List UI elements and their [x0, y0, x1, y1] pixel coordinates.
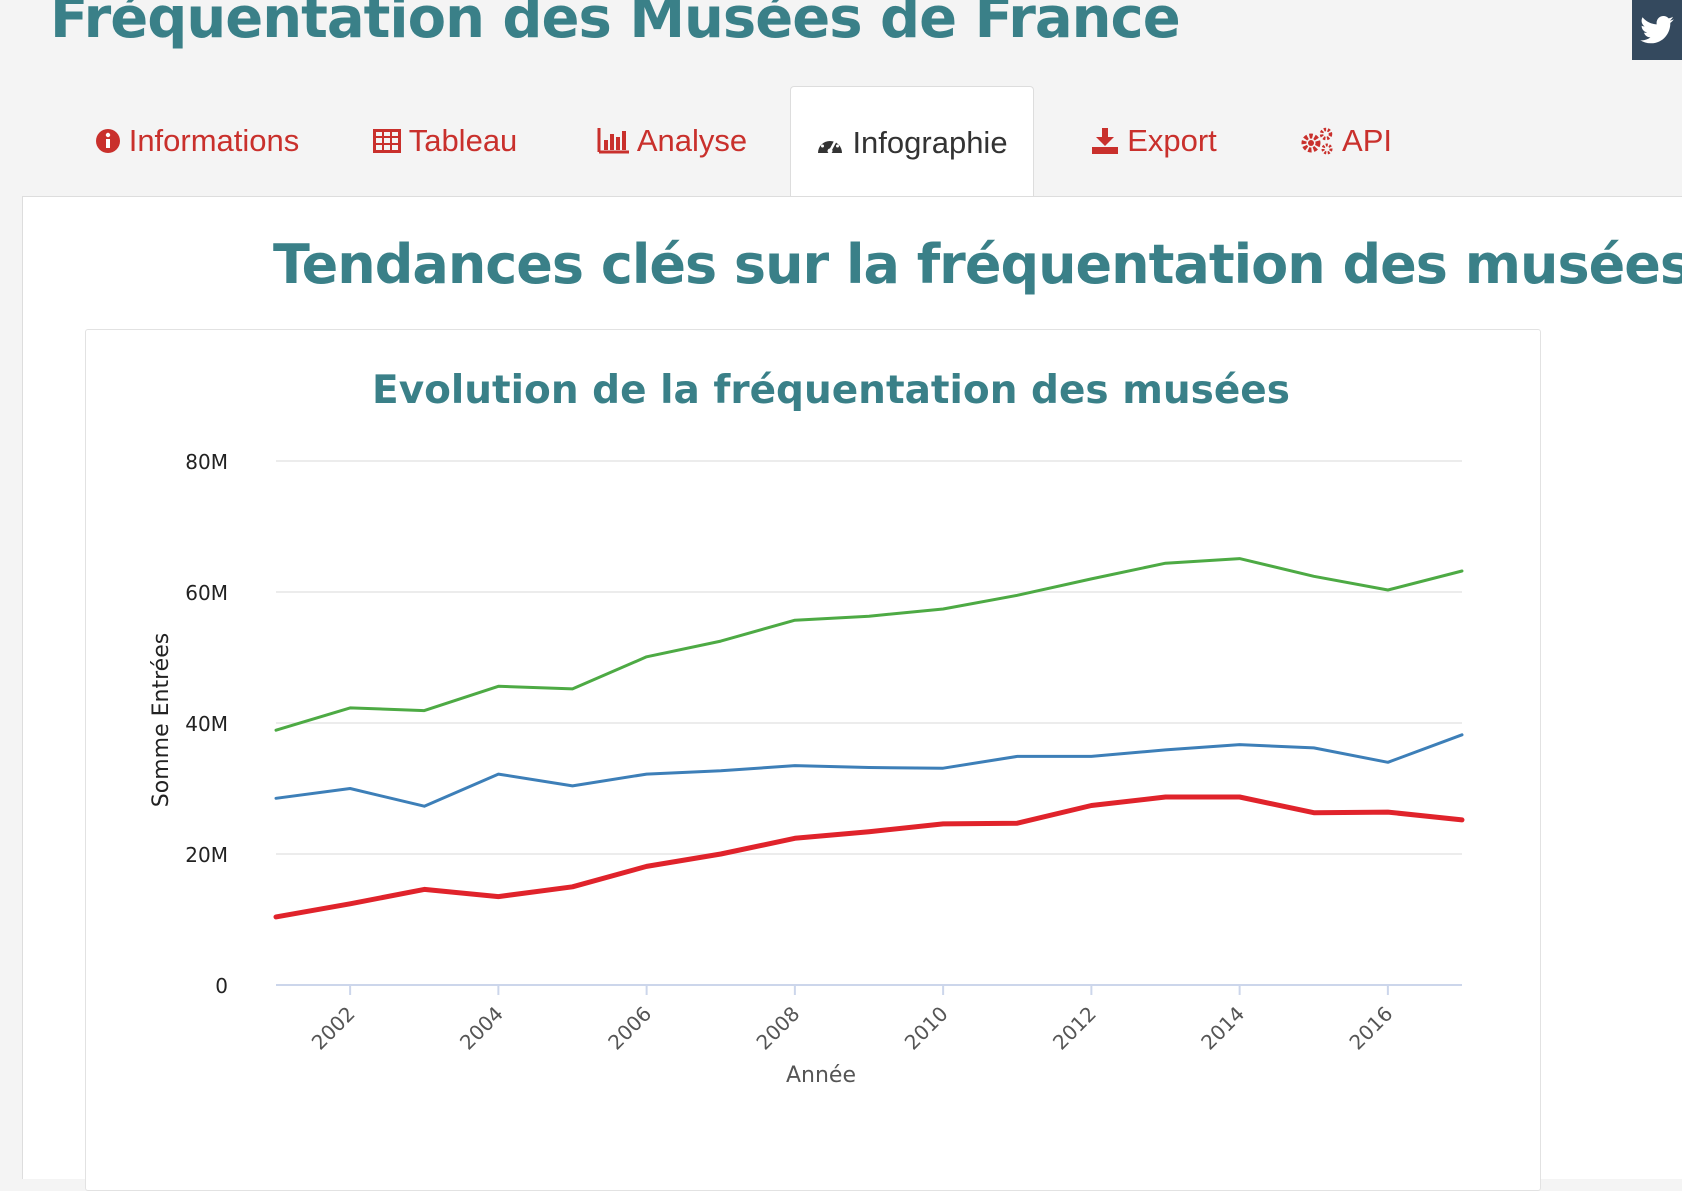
x-tick-label: 2010 [900, 1002, 953, 1055]
x-tick-label: 2002 [307, 1002, 360, 1055]
page-title: Fréquentation des Musées de France [50, 0, 1181, 51]
twitter-icon [1640, 16, 1674, 44]
x-tick-label: 2014 [1196, 1002, 1249, 1055]
info-circle-icon [95, 129, 120, 153]
x-tick-label: 2004 [455, 1002, 508, 1055]
x-tick-label: 2008 [751, 1002, 804, 1055]
tab-analyse[interactable]: Analyse [582, 86, 762, 196]
y-axis-label: Somme Entrées [149, 633, 174, 807]
x-tick-label: 2006 [603, 1002, 656, 1055]
tab-label: Informations [128, 123, 300, 158]
x-axis-label: Année [786, 1063, 856, 1088]
series-line-3 [273, 794, 1465, 920]
x-tick-label: 2016 [1344, 1002, 1397, 1055]
y-tick-label: 60M [185, 581, 228, 605]
tab-label: Export [1127, 123, 1217, 158]
tab-label: Analyse [636, 123, 748, 158]
download-icon [1092, 128, 1119, 154]
chart-card: Evolution de la fréquentation des musées… [85, 329, 1541, 1191]
tab-label: API [1342, 123, 1392, 158]
twitter-share-button[interactable] [1632, 0, 1682, 60]
y-tick-label: 40M [185, 712, 228, 736]
series-line-2 [274, 733, 1464, 808]
tab-export[interactable]: Export [1074, 86, 1234, 196]
line-chart: Evolution de la fréquentation des musées… [149, 368, 1465, 1088]
y-tick-label: 20M [185, 843, 228, 867]
tab-content-panel: Tendances clés sur la fréquentation des … [22, 196, 1682, 1191]
tab-tableau[interactable]: Tableau [360, 86, 530, 196]
series-line-1 [274, 557, 1464, 732]
tab-bar: Informations Tableau Analyse [22, 86, 1682, 198]
tab-label: Infographie [852, 124, 1008, 160]
section-title: Tendances clés sur la fréquentation des … [273, 233, 1682, 296]
bar-chart-icon [597, 128, 629, 154]
x-tick-label: 2012 [1048, 1002, 1101, 1055]
dashboard-gauge-icon [818, 135, 843, 153]
tab-label: Tableau [408, 123, 518, 158]
tab-api[interactable]: API [1284, 86, 1408, 196]
tab-infographie[interactable]: Infographie [790, 86, 1034, 198]
chart-title: Evolution de la fréquentation des musées [372, 368, 1290, 413]
tab-informations[interactable]: Informations [72, 86, 322, 196]
gears-icon [1301, 127, 1333, 155]
table-icon [372, 129, 401, 153]
y-tick-label: 80M [185, 450, 228, 474]
y-tick-label: 0 [215, 974, 228, 998]
